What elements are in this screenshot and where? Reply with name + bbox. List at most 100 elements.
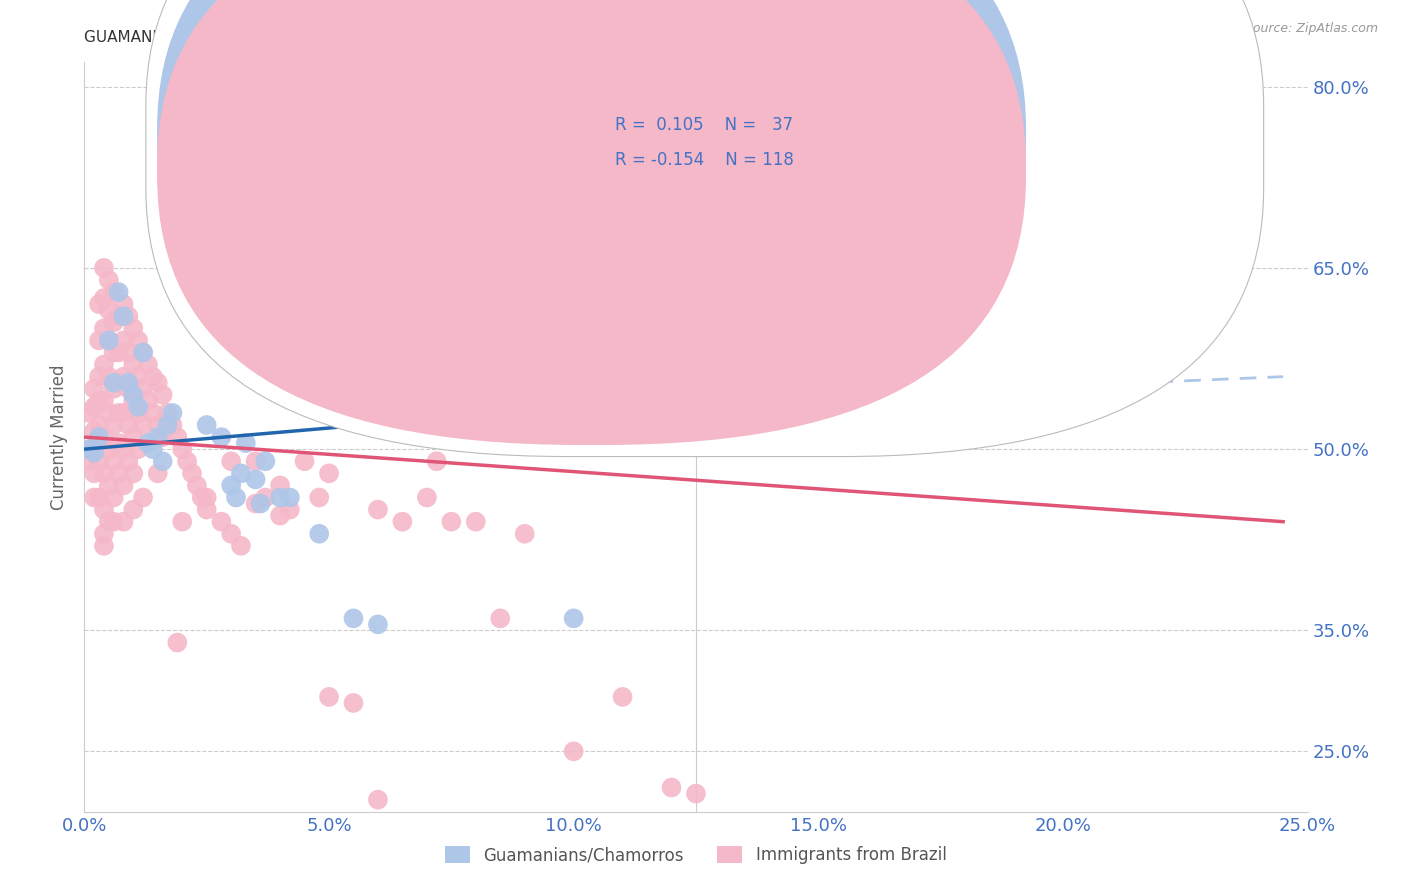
Point	[107, 467, 129, 481]
Point	[103, 382, 125, 396]
Point	[195, 491, 218, 505]
Point	[176, 285, 198, 299]
Point	[166, 164, 188, 178]
Point	[176, 454, 198, 468]
Point	[87, 491, 110, 505]
Point	[440, 515, 463, 529]
Point	[122, 358, 145, 372]
Point	[166, 635, 188, 649]
Point	[93, 358, 115, 372]
Point	[367, 617, 389, 632]
Point	[87, 297, 110, 311]
Point	[132, 345, 155, 359]
Point	[166, 430, 188, 444]
Point	[103, 515, 125, 529]
Point	[278, 491, 301, 505]
Point	[103, 315, 125, 329]
Point	[513, 526, 536, 541]
Point	[77, 442, 100, 457]
Point	[229, 467, 252, 481]
Text: Source: ZipAtlas.com: Source: ZipAtlas.com	[1244, 22, 1378, 36]
Point	[612, 690, 634, 704]
Point	[152, 430, 174, 444]
Point	[136, 358, 159, 372]
Point	[97, 442, 120, 457]
Point	[195, 502, 218, 516]
Point	[132, 382, 155, 396]
Point	[117, 376, 139, 390]
Point	[132, 345, 155, 359]
Point	[156, 406, 179, 420]
Point	[181, 225, 204, 239]
Point	[93, 260, 115, 275]
Point	[87, 417, 110, 432]
Point	[77, 454, 100, 468]
Point	[132, 491, 155, 505]
Point	[426, 454, 449, 468]
Point	[103, 376, 125, 390]
Point	[112, 297, 135, 311]
Point	[117, 382, 139, 396]
Point	[269, 491, 291, 505]
Point	[225, 491, 247, 505]
Point	[87, 393, 110, 408]
Point	[391, 515, 413, 529]
Point	[162, 406, 184, 420]
Point	[245, 497, 267, 511]
Point	[254, 454, 277, 468]
Point	[97, 273, 120, 287]
Point	[391, 279, 413, 293]
Point	[142, 442, 165, 457]
Point	[97, 478, 120, 492]
Point	[122, 321, 145, 335]
Point	[127, 334, 149, 348]
Point	[103, 454, 125, 468]
Text: R = -0.154    N = 118: R = -0.154 N = 118	[616, 152, 794, 169]
Point	[142, 406, 165, 420]
Point	[77, 406, 100, 420]
Point	[367, 502, 389, 516]
Point	[342, 611, 364, 625]
Point	[181, 467, 204, 481]
Point	[367, 792, 389, 806]
Point	[122, 430, 145, 444]
Point	[122, 502, 145, 516]
Text: R =  0.105    N =   37: R = 0.105 N = 37	[616, 116, 793, 134]
Point	[489, 611, 512, 625]
Point	[112, 369, 135, 384]
Point	[142, 369, 165, 384]
Point	[219, 454, 242, 468]
Point	[97, 369, 120, 384]
Point	[308, 526, 330, 541]
Point	[117, 310, 139, 324]
Point	[278, 502, 301, 516]
Point	[107, 436, 129, 450]
Point	[107, 376, 129, 390]
Point	[219, 478, 242, 492]
Point	[83, 446, 105, 460]
Point	[83, 400, 105, 414]
Point	[122, 393, 145, 408]
Point	[146, 417, 169, 432]
Point	[87, 430, 110, 444]
Point	[209, 515, 232, 529]
Point	[93, 467, 115, 481]
Point	[127, 406, 149, 420]
Point	[107, 345, 129, 359]
Point	[146, 430, 169, 444]
Point	[122, 388, 145, 402]
Point	[318, 690, 340, 704]
Point	[254, 491, 277, 505]
Point	[103, 285, 125, 299]
Point	[156, 417, 179, 432]
Point	[195, 417, 218, 432]
Point	[186, 478, 208, 492]
Point	[464, 515, 486, 529]
Point	[136, 436, 159, 450]
Point	[93, 321, 115, 335]
Point	[83, 442, 105, 457]
Point	[103, 417, 125, 432]
Point	[107, 310, 129, 324]
Point	[83, 467, 105, 481]
Point	[172, 515, 194, 529]
